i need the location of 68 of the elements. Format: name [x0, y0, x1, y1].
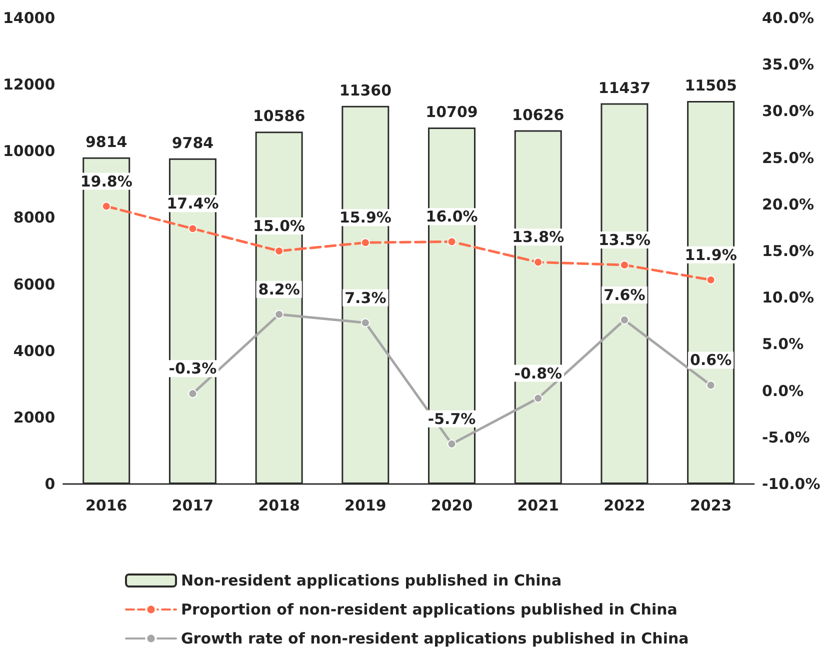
point [706, 380, 716, 390]
x-tick-label: 2023 [690, 496, 732, 514]
data-label: -5.7% [428, 410, 476, 428]
data-label: 13.5% [598, 230, 650, 249]
y-tick-label: 6000 [13, 275, 56, 294]
data-label: 7.6% [604, 286, 646, 304]
data-label: 13.8% [512, 228, 564, 246]
data-label: 15.9% [339, 208, 392, 227]
x-tick-label: 2017 [172, 496, 214, 514]
y2-tick-label: 15.0% [762, 242, 814, 260]
point [447, 439, 456, 448]
data-label: 16.0% [426, 208, 478, 226]
data-label: 0.6% [690, 351, 732, 370]
y-tick-label: 2000 [13, 408, 56, 426]
x-tick-label: 2020 [430, 496, 473, 514]
legend-label: Proportion of non-resident applications published in China [181, 600, 678, 618]
point [620, 315, 629, 324]
y-tick-label: 4000 [13, 342, 56, 360]
x-tick-label: 2021 [517, 496, 559, 514]
point [706, 275, 716, 284]
y-tick-label: 10000 [3, 142, 56, 160]
data-label: 8.2% [258, 280, 300, 298]
y-tick-label: 12000 [3, 76, 56, 94]
point [188, 224, 198, 234]
point [188, 389, 198, 398]
y-tick-label: 14000 [3, 9, 56, 27]
data-label: 9814 [85, 132, 128, 151]
y-tick-label: 8000 [13, 208, 56, 227]
y2-tick-label: 30.0% [762, 102, 814, 120]
point [360, 238, 370, 248]
data-label: 11437 [598, 78, 651, 97]
data-label: -0.3% [168, 360, 217, 378]
y2-tick-label: 25.0% [762, 148, 814, 167]
data-label: -0.8% [514, 364, 562, 382]
point [447, 237, 456, 246]
point [102, 202, 111, 211]
y2-tick-label: -10.0% [762, 475, 820, 493]
data-label: 11.9% [684, 246, 737, 264]
data-label: 9784 [172, 134, 214, 152]
x-tick-label: 2019 [344, 496, 386, 514]
y2-tick-label: 40.0% [762, 9, 814, 27]
point [274, 310, 284, 319]
x-tick-label: 2018 [258, 496, 300, 514]
data-label: 10709 [426, 103, 478, 122]
point [620, 260, 629, 270]
point [534, 258, 543, 267]
y-tick-label: 0 [44, 475, 56, 493]
y2-tick-label: -5.0% [762, 428, 810, 446]
point [274, 246, 284, 256]
data-label: 17.4% [166, 194, 219, 213]
point [534, 394, 543, 403]
y2-tick-label: 0.0% [762, 382, 804, 400]
y2-tick-label: 20.0% [762, 195, 814, 214]
legend-label: Growth rate of non-resident applications published in China [181, 630, 689, 648]
data-label: 15.0% [253, 217, 306, 235]
data-label: 19.8% [80, 172, 132, 190]
data-label: 11505 [684, 76, 737, 95]
y2-tick-label: 35.0% [762, 56, 814, 74]
legend-label: Non-resident applications published in China [181, 572, 562, 590]
data-label: 11360 [339, 81, 392, 100]
data-label: 10586 [252, 107, 306, 126]
y2-tick-label: 10.0% [762, 288, 814, 307]
point [360, 318, 370, 328]
y2-tick-label: 5.0% [762, 335, 804, 354]
x-tick-label: 2016 [85, 496, 128, 514]
x-tick-label: 2022 [604, 496, 646, 514]
data-label: 7.3% [344, 288, 386, 307]
data-label: 10626 [512, 106, 564, 124]
